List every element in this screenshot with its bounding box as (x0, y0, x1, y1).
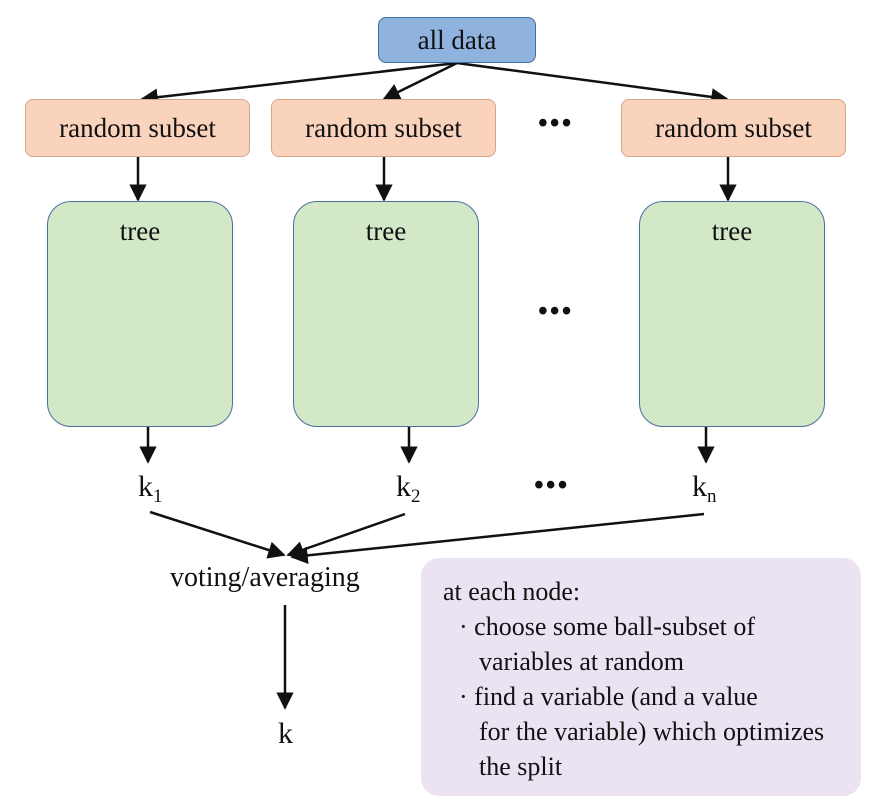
ellipsis-subsets: ••• (538, 108, 574, 139)
ellipsis-trees: ••• (538, 296, 574, 327)
arrow-k1-voting (149, 510, 286, 559)
output-k1-base: k (138, 470, 153, 503)
note-line-5: the split (479, 752, 563, 781)
note-heading: at each node: (443, 577, 581, 606)
output-k2-sub: 2 (411, 486, 421, 507)
output-kn-base: k (692, 470, 707, 503)
random-subset-label: random subset (305, 112, 462, 143)
output-kn-sub: n (707, 486, 717, 507)
note-line-2: variables at random (479, 647, 685, 676)
all-data-label: all data (417, 24, 497, 55)
output-kn: kn (692, 470, 717, 508)
voting-averaging-label: voting/averaging (170, 562, 360, 593)
output-k1-sub: 1 (153, 486, 163, 507)
output-k1: k1 (138, 470, 163, 508)
random-subset-node-2: random subset (271, 99, 496, 157)
random-subset-node-1: random subset (25, 99, 250, 157)
tree-box-3: tree (639, 201, 825, 427)
tree-label: tree (711, 216, 753, 246)
arrow-root-subset-1 (140, 61, 458, 106)
note-line-1: · choose some ball-subset of (459, 612, 756, 641)
ellipsis-outputs: ••• (534, 470, 570, 501)
note-line-4: for the variable) which optimizes (479, 717, 825, 746)
output-k2-base: k (396, 470, 411, 503)
tree-box-1: tree (47, 201, 233, 427)
output-k2: k2 (396, 470, 421, 508)
arrow-k2-voting (286, 512, 406, 559)
random-subset-node-3: random subset (621, 99, 846, 157)
tree-label: tree (365, 216, 407, 246)
all-data-node: all data (378, 17, 536, 63)
tree-label: tree (119, 216, 161, 246)
arrow-root-subset-3 (456, 61, 729, 106)
arrow-kn-voting (290, 512, 705, 565)
random-subset-label: random subset (59, 112, 216, 143)
final-output-k: k (278, 717, 293, 750)
tree-box-2: tree (293, 201, 479, 427)
node-split-note: at each node: · choose some ball-subset … (421, 558, 861, 796)
random-subset-label: random subset (655, 112, 812, 143)
arrow-root-subset-2 (382, 61, 458, 101)
note-line-3: · find a variable (and a value (459, 682, 758, 711)
